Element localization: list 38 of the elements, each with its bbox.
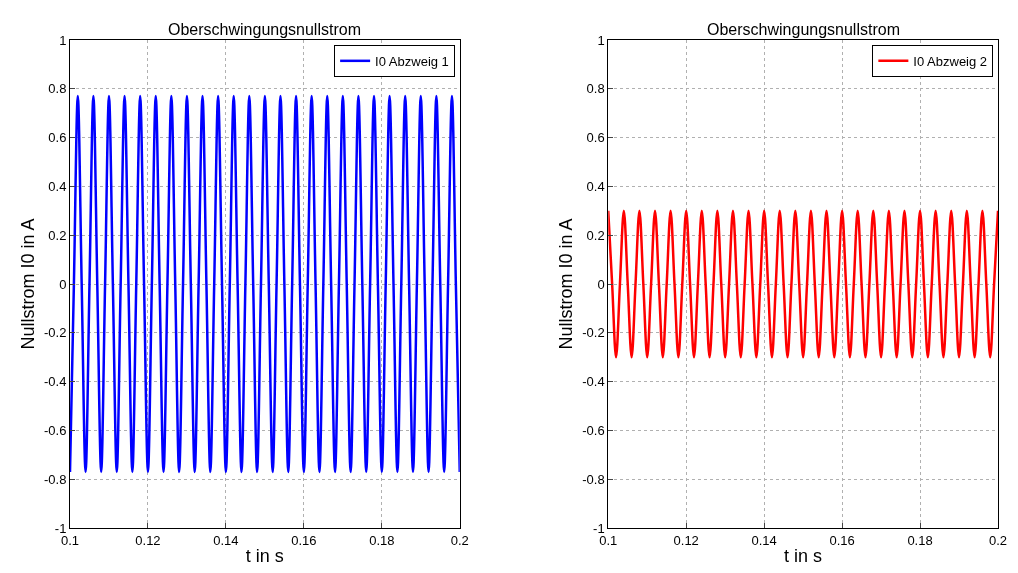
x-tick-label: 0.14 xyxy=(213,532,239,548)
y-tick-label: -0.4 xyxy=(582,374,605,390)
y-tick-label: -0.6 xyxy=(582,422,605,438)
y-tick-label: 0.8 xyxy=(48,81,67,97)
y-tick-label: -0.6 xyxy=(43,422,67,438)
x-tick-label: 0.2 xyxy=(450,532,469,548)
y-tick-label: 0.2 xyxy=(48,227,67,243)
y-axis-title: Nullstrom I0 in A xyxy=(18,218,39,350)
x-tick-label: 0.16 xyxy=(291,532,317,548)
x-tick-label: 0.14 xyxy=(751,532,777,548)
legend-label: I0 Abzweig 1 xyxy=(375,53,449,69)
y-tick-label: -0.8 xyxy=(43,471,67,487)
x-tick-label: 0.12 xyxy=(135,532,161,548)
y-tick-label: 0.8 xyxy=(586,81,605,97)
chart-title: Oberschwingungsnullstrom xyxy=(168,21,361,38)
y-tick-label: -0.2 xyxy=(43,325,67,341)
y-tick-label: 0.6 xyxy=(586,130,605,146)
legend-label: I0 Abzweig 2 xyxy=(913,53,988,69)
x-axis-title: t in s xyxy=(784,545,823,566)
x-tick-label: 0.12 xyxy=(673,532,699,548)
y-tick-label: 0.4 xyxy=(586,178,605,194)
y-axis-title: Nullstrom I0 in A xyxy=(556,218,577,350)
y-tick-label: 0.4 xyxy=(48,178,67,194)
x-axis-title: t in s xyxy=(245,545,284,566)
y-tick-label: 1 xyxy=(59,32,67,48)
y-tick-label: 1 xyxy=(597,32,605,48)
x-tick-label: 0.16 xyxy=(829,532,855,548)
y-tick-label: 0.2 xyxy=(586,227,605,243)
y-tick-label: 0 xyxy=(597,276,605,292)
x-tick-label: 0.18 xyxy=(907,532,933,548)
chart-title: Oberschwingungsnullstrom xyxy=(707,21,900,38)
y-tick-label: 0.6 xyxy=(48,130,67,146)
y-tick-label: -0.4 xyxy=(43,374,67,390)
y-tick-label: -0.2 xyxy=(582,325,605,341)
y-tick-label: -0.8 xyxy=(582,471,605,487)
x-tick-label: 0.2 xyxy=(988,532,1008,548)
x-tick-label: 0.18 xyxy=(369,532,395,548)
y-tick-label: 0 xyxy=(59,276,67,292)
